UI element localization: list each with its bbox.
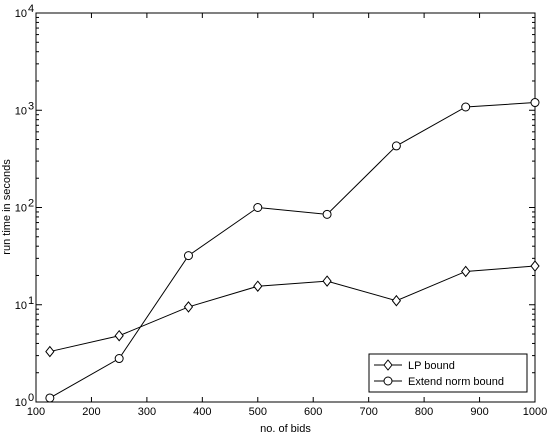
legend-label-lp-bound: LP bound [408,360,455,372]
data-point-lp-bound [461,265,471,278]
x-tick-label: 100 [27,406,45,418]
data-point-extend-norm-bound [253,203,263,212]
y-tick-label: 10 [15,397,27,409]
data-point-extend-norm-bound [183,251,193,261]
series-line-extend-norm-bound [49,102,536,399]
y-tick-base: 10 [15,300,27,312]
circle-marker-icon [383,376,393,386]
x-tick-label: 500 [249,406,267,418]
x-tick-label: 400 [193,406,211,418]
x-tick-label: 1000 [523,406,547,418]
data-point-extend-norm-bound [45,393,55,403]
data-point-lp-bound [45,345,55,358]
x-axis-label: no. of bids [260,423,311,435]
data-point-lp-bound [253,280,263,293]
data-point-extend-norm-bound [322,209,332,219]
data-point-lp-bound [322,275,332,287]
x-tick-label: 800 [415,406,433,418]
y-tick-exponent: 2 [28,198,34,210]
data-point-extend-norm-bound [114,354,124,364]
y-tick-exponent: 3 [28,100,34,112]
x-tick-label: 300 [138,406,156,418]
data-point-extend-norm-bound [391,141,401,151]
diamond-marker-icon [383,359,393,371]
plot-area [35,12,536,403]
y-tick-base: 10 [15,105,27,117]
series-line-lp-bound [49,265,536,353]
y-tick-exponent: 0 [28,392,34,404]
data-point-lp-bound [530,260,540,272]
data-point-lp-bound [183,301,194,313]
data-point-lp-bound [391,294,402,307]
x-tick-label: 200 [82,406,100,418]
y-tick-base: 10 [15,397,27,409]
y-tick-exponent: 1 [28,295,34,307]
legend: LP bound Extend norm bound [368,353,528,393]
x-tick-label: 900 [470,406,488,418]
data-point-extend-norm-bound [530,98,540,108]
data-point-extend-norm-bound [461,102,471,112]
x-axis: 100 200 300 400 500 600 700 800 900 1000 [27,13,547,418]
data-point-lp-bound [114,329,124,342]
y-axis-label: run time in seconds [1,159,13,255]
y-tick-label: 10 [15,203,27,215]
y-tick-label: 10 [15,8,27,20]
legend-label-extend-norm-bound: Extend norm bound [408,376,504,388]
x-tick-label: 600 [304,406,322,418]
legend-box [368,353,528,393]
y-tick-exponent: 4 [28,3,34,15]
x-tick-label: 700 [359,406,377,418]
y-tick-base: 10 [15,203,27,215]
y-tick-base: 10 [15,8,27,20]
y-tick-label: 10 [15,300,27,312]
series-layer [45,98,540,403]
y-tick-label: 10 [15,105,27,117]
